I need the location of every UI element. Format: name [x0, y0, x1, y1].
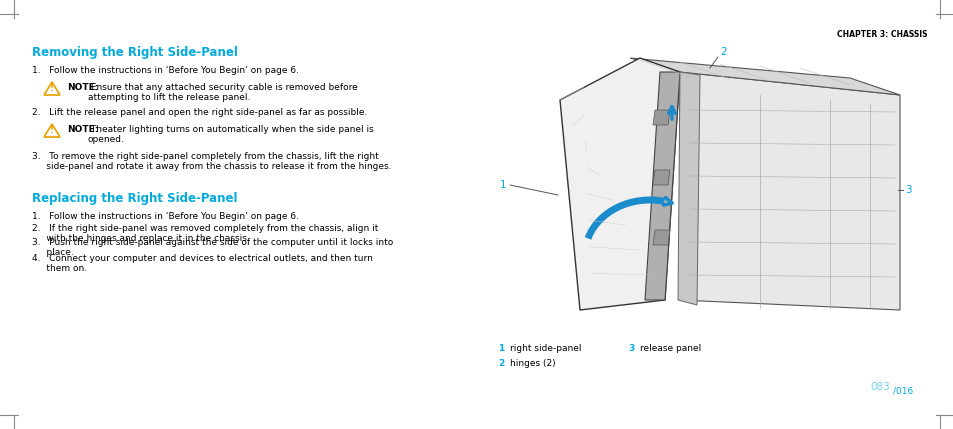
- Text: CHAPTER 3: CHASSIS: CHAPTER 3: CHASSIS: [837, 30, 927, 39]
- Text: 1.   Follow the instructions in ‘Before You Begin’ on page 6.: 1. Follow the instructions in ‘Before Yo…: [32, 66, 298, 75]
- Text: Replacing the Right Side-Panel: Replacing the Right Side-Panel: [32, 192, 237, 205]
- Polygon shape: [652, 110, 669, 125]
- Text: 3.   Push the right side-panel against the side of the computer until it locks i: 3. Push the right side-panel against the…: [32, 238, 393, 257]
- Text: release panel: release panel: [639, 344, 700, 353]
- Text: 3: 3: [627, 344, 634, 353]
- Text: 4.   Connect your computer and devices to electrical outlets, and then turn
    : 4. Connect your computer and devices to …: [32, 254, 373, 273]
- Polygon shape: [559, 58, 679, 310]
- Text: 2.   Lift the release panel and open the right side-panel as far as possible.: 2. Lift the release panel and open the r…: [32, 108, 367, 117]
- Polygon shape: [679, 72, 899, 310]
- Text: Ensure that any attached security cable is removed before
attempting to lift the: Ensure that any attached security cable …: [88, 83, 357, 103]
- Text: 1: 1: [497, 344, 504, 353]
- Text: 2: 2: [720, 47, 726, 57]
- Text: 2.   If the right side-panel was removed completely from the chassis, align it
 : 2. If the right side-panel was removed c…: [32, 224, 378, 243]
- Text: 1.   Follow the instructions in ‘Before You Begin’ on page 6.: 1. Follow the instructions in ‘Before Yo…: [32, 212, 298, 221]
- Text: !: !: [50, 84, 54, 93]
- Text: hinges (2): hinges (2): [510, 359, 555, 368]
- Polygon shape: [652, 230, 669, 245]
- Text: 2: 2: [497, 359, 504, 368]
- Polygon shape: [678, 72, 700, 305]
- Text: right side-panel: right side-panel: [510, 344, 581, 353]
- Text: 3.   To remove the right side-panel completely from the chassis, lift the right
: 3. To remove the right side-panel comple…: [32, 152, 391, 172]
- Text: Theater lighting turns on automatically when the side panel is
opened.: Theater lighting turns on automatically …: [88, 125, 374, 145]
- Text: Removing the Right Side-Panel: Removing the Right Side-Panel: [32, 46, 237, 59]
- Text: !: !: [50, 126, 54, 135]
- Text: 083: 083: [869, 382, 889, 392]
- Polygon shape: [644, 72, 679, 300]
- Text: NOTE:: NOTE:: [67, 83, 98, 92]
- Text: 1: 1: [499, 180, 506, 190]
- Text: /016: /016: [892, 386, 912, 395]
- Polygon shape: [652, 170, 669, 185]
- Polygon shape: [629, 58, 899, 95]
- Text: 3: 3: [904, 185, 911, 195]
- Text: NOTE:: NOTE:: [67, 125, 98, 134]
